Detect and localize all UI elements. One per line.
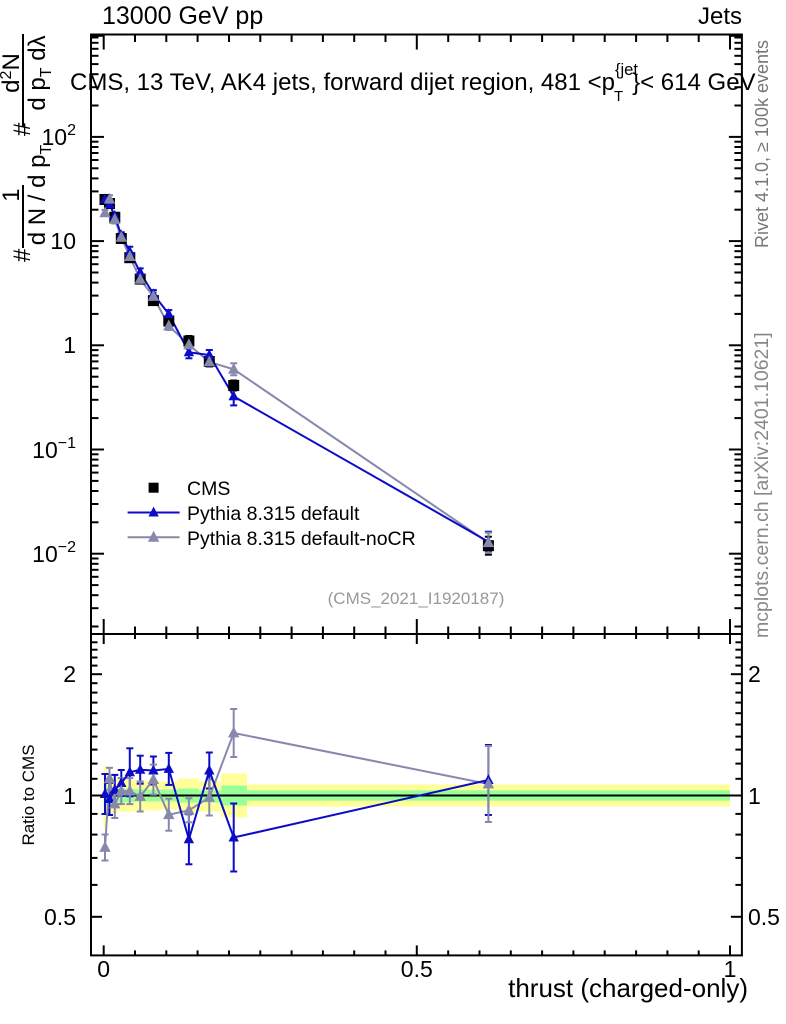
svg-text:Pythia 8.315 default-noCR: Pythia 8.315 default-noCR (187, 528, 416, 550)
svg-text:0.5: 0.5 (401, 956, 433, 982)
svg-text:CMS: CMS (187, 478, 230, 500)
svg-text:#: # (9, 248, 36, 262)
svg-text:2: 2 (63, 661, 76, 687)
svg-text:1: 1 (63, 332, 76, 358)
svg-text:(CMS_2021_I1920187): (CMS_2021_I1920187) (328, 589, 505, 608)
svg-text:10: 10 (50, 228, 76, 254)
svg-text:Pythia 8.315 default: Pythia 8.315 default (187, 503, 360, 525)
svg-text:Ratio to CMS: Ratio to CMS (19, 744, 38, 845)
svg-text:Rivet 4.1.0, ≥ 100k events: Rivet 4.1.0, ≥ 100k events (752, 40, 772, 248)
svg-text:1: 1 (748, 783, 761, 809)
svg-text:0.5: 0.5 (748, 904, 780, 930)
svg-text:0.5: 0.5 (44, 904, 76, 930)
svg-text:thrust (charged-only): thrust (charged-only) (508, 973, 748, 1003)
svg-text:2: 2 (748, 661, 761, 687)
svg-text:#: # (9, 122, 36, 136)
svg-text:mcplots.cern.ch [arXiv:2401.10: mcplots.cern.ch [arXiv:2401.10621] (751, 332, 773, 638)
svg-text:1: 1 (724, 956, 737, 982)
svg-text:1: 1 (0, 188, 25, 201)
svg-text:13000 GeV pp: 13000 GeV pp (102, 2, 263, 30)
svg-text:0: 0 (97, 956, 110, 982)
svg-text:d N / d pT: d N / d pT (24, 145, 55, 246)
svg-text:1: 1 (63, 783, 76, 809)
svg-text:Jets: Jets (698, 3, 742, 30)
svg-text:10−2: 10−2 (32, 539, 76, 567)
